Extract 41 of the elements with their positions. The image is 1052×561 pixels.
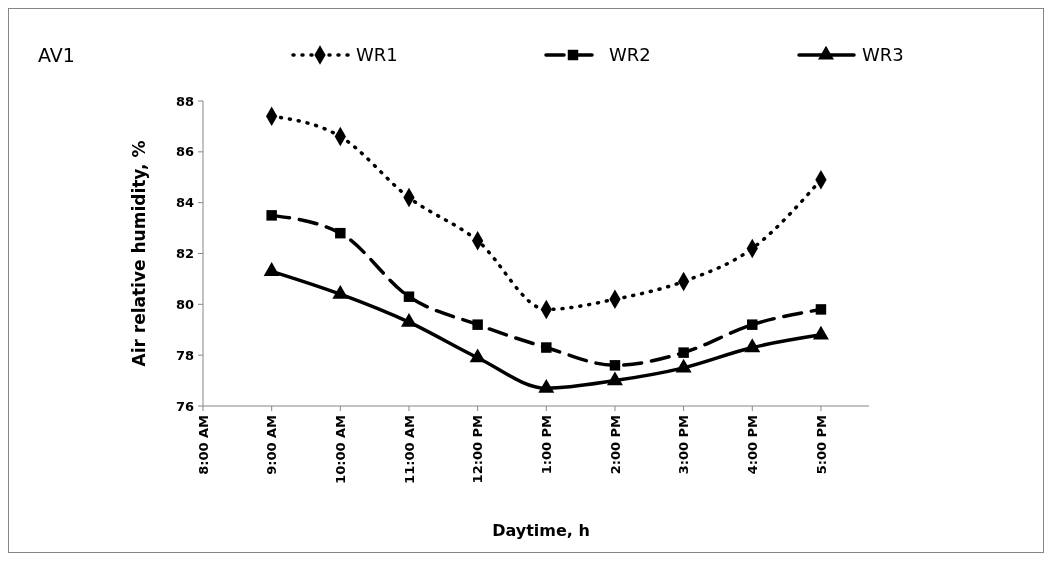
legend-label: WR1 [356,44,398,66]
y-tick-label: 82 [175,246,194,262]
y-tick-label: 86 [175,144,194,160]
point [263,262,280,276]
point [675,358,692,373]
x-axis-title: Daytime, h [492,521,590,540]
legend-label: WR2 [609,44,651,66]
point [678,347,689,358]
x-tick-label: 11:00 AM [401,415,417,484]
point [335,227,346,239]
x-tick-label: 4:00 PM [744,415,760,475]
x-tick-label: 1:00 PM [538,415,554,475]
point [744,338,761,353]
x-tick-label: 8:00 AM [195,415,211,475]
point [609,360,621,371]
point [747,319,758,330]
legend-label: WR3 [862,44,904,66]
point [541,342,552,353]
x-tick-label: 10:00 AM [332,415,348,484]
x-tick-label: 2:00 PM [607,415,623,475]
point [332,284,349,299]
y-tick-label: 84 [175,195,194,211]
point [812,325,829,340]
point [266,210,277,221]
x-tick-label: 12:00 PM [470,415,486,484]
y-tick-label: 76 [175,398,194,414]
chart-title: AV1 [38,43,75,66]
point [815,304,827,315]
x-tick-label: 3:00 PM [676,415,692,475]
y-tick-label: 78 [175,347,194,363]
point [403,291,415,302]
point [469,348,486,363]
point [606,371,623,386]
y-tick-label: 80 [175,296,194,312]
x-tick-label: 5:00 PM [813,415,829,475]
y-axis-title: Air relative humidity, % [129,140,149,367]
point [401,312,417,327]
y-tick-label: 88 [175,93,194,109]
point [472,319,483,330]
point [538,379,555,393]
x-tick-label: 9:00 AM [264,415,280,475]
